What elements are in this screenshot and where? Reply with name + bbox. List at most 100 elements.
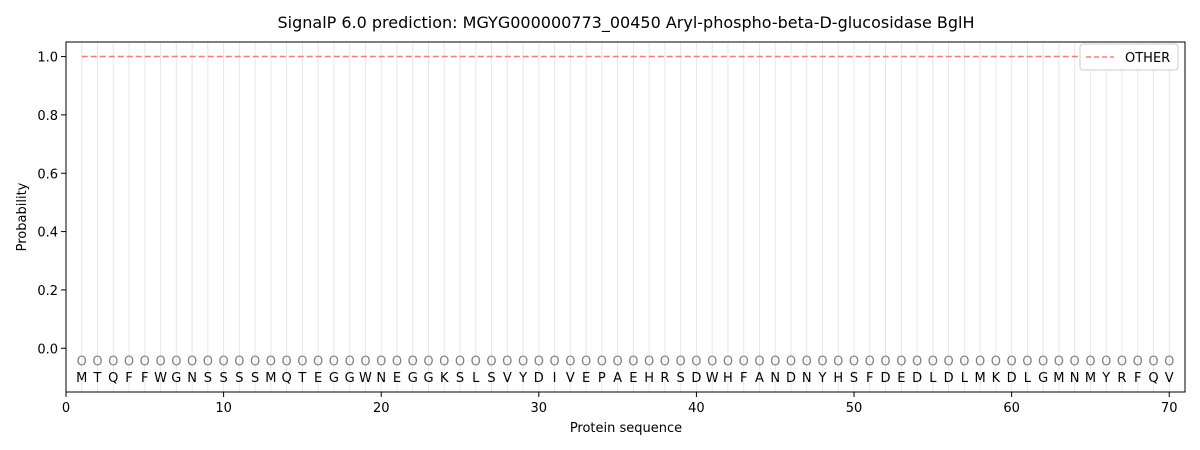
residue-label: M <box>1085 371 1096 386</box>
region-label-o: O <box>1070 354 1080 369</box>
region-label-o: O <box>455 354 465 369</box>
residue-label: H <box>723 371 733 386</box>
region-label-o: O <box>250 354 260 369</box>
residue-label: G <box>329 371 339 386</box>
region-label-o: O <box>92 354 102 369</box>
region-label-o: O <box>644 354 654 369</box>
region-label-o: O <box>676 354 686 369</box>
x-tick-label: 20 <box>373 401 390 416</box>
residue-label: V <box>503 371 512 386</box>
residue-label: M <box>76 371 87 386</box>
residue-label: H <box>833 371 843 386</box>
y-axis-label: Probability <box>15 182 30 251</box>
region-label-o: O <box>817 354 827 369</box>
residue-label: W <box>154 371 167 386</box>
residue-label: L <box>929 371 937 386</box>
region-label-o: O <box>928 354 938 369</box>
residue-label: G <box>1038 371 1048 386</box>
region-label-o: O <box>471 354 481 369</box>
residue-label: G <box>423 371 433 386</box>
region-label-o: O <box>786 354 796 369</box>
region-label-o: O <box>833 354 843 369</box>
residue-label: D <box>534 371 544 386</box>
plot-frame <box>65 41 1186 393</box>
region-label-o: O <box>628 354 638 369</box>
residue-label: G <box>345 371 355 386</box>
residue-label: N <box>187 371 197 386</box>
residue-label: D <box>944 371 954 386</box>
region-label-o: O <box>707 354 717 369</box>
residue-label: F <box>1134 371 1141 386</box>
residue-label: D <box>786 371 796 386</box>
residue-label: S <box>219 371 227 386</box>
residue-label: Y <box>1101 371 1110 386</box>
region-label-o: O <box>723 354 733 369</box>
y-tick-label: 0.6 <box>37 167 58 182</box>
region-label-o: O <box>140 354 150 369</box>
region-label-o: O <box>376 354 386 369</box>
region-label-o: O <box>124 354 134 369</box>
residue-label: S <box>487 371 495 386</box>
region-label-o: O <box>597 354 607 369</box>
residue-label: R <box>1117 371 1126 386</box>
residue-label: L <box>961 371 969 386</box>
residue-label: S <box>235 371 243 386</box>
residue-label: Y <box>518 371 527 386</box>
region-label-o: O <box>408 354 418 369</box>
residue-label: Y <box>818 371 827 386</box>
residue-label: A <box>613 371 622 386</box>
residue-label: V <box>1165 371 1174 386</box>
y-tick-label: 0.8 <box>37 109 58 124</box>
residue-label: F <box>125 371 132 386</box>
grid-lines <box>81 42 1170 392</box>
residue-label: D <box>912 371 922 386</box>
residue-label: D <box>691 371 701 386</box>
residue-label: D <box>881 371 891 386</box>
residue-label: M <box>265 371 276 386</box>
region-label-o: O <box>439 354 449 369</box>
region-label-o: O <box>1101 354 1111 369</box>
residue-label: G <box>408 371 418 386</box>
region-label-o: O <box>423 354 433 369</box>
residue-label: N <box>376 371 386 386</box>
region-label-o: O <box>282 354 292 369</box>
residue-label: N <box>802 371 812 386</box>
region-label-o: O <box>896 354 906 369</box>
residue-label: E <box>314 371 322 386</box>
x-tick-label: 70 <box>1161 401 1178 416</box>
y-ticks: 0.0 0.2 0.4 0.6 0.8 1.0 <box>37 51 66 357</box>
region-label-o: O <box>155 354 165 369</box>
x-ticks: 0 10 20 30 40 50 60 70 <box>62 392 1178 416</box>
region-label-o: O <box>234 354 244 369</box>
region-label-o: O <box>912 354 922 369</box>
x-tick-label: 0 <box>62 401 70 416</box>
residue-label: I <box>553 371 557 386</box>
chart-title: SignalP 6.0 prediction: MGYG000000773_00… <box>277 13 974 33</box>
region-label-o: O <box>1133 354 1143 369</box>
residue-label: W <box>706 371 719 386</box>
region-label-o: O <box>345 354 355 369</box>
residue-label: K <box>992 371 1001 386</box>
residue-label: P <box>598 371 606 386</box>
x-tick-label: 30 <box>531 401 548 416</box>
region-label-o: O <box>108 354 118 369</box>
region-label-o: O <box>991 354 1001 369</box>
residue-label: E <box>582 371 590 386</box>
residue-label: E <box>393 371 401 386</box>
region-label-o: O <box>880 354 890 369</box>
residue-label: F <box>740 371 747 386</box>
residue-label: L <box>472 371 480 386</box>
region-label-o: O <box>660 354 670 369</box>
residue-label: K <box>440 371 449 386</box>
residue-label: S <box>850 371 858 386</box>
region-label-o: O <box>534 354 544 369</box>
region-label-o: O <box>360 354 370 369</box>
region-label-o: O <box>581 354 591 369</box>
residue-label: F <box>141 371 148 386</box>
region-label-o: O <box>865 354 875 369</box>
region-label-o: O <box>802 354 812 369</box>
y-tick-label: 0.4 <box>37 226 58 241</box>
region-label-o: O <box>549 354 559 369</box>
region-label-o: O <box>203 354 213 369</box>
region-label-o: O <box>943 354 953 369</box>
